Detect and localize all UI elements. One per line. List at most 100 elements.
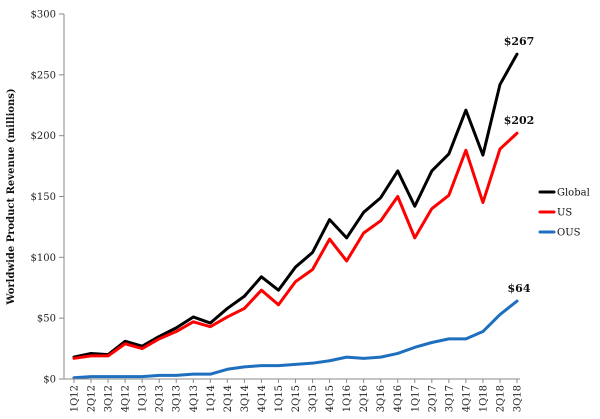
x-tick-label: 2Q12 <box>87 385 98 412</box>
data-point-ous <box>158 374 160 377</box>
y-tick-label: $250 <box>31 70 56 81</box>
data-point-us <box>175 330 178 333</box>
data-point-global <box>141 345 143 347</box>
x-tick-label: 4Q12 <box>121 385 132 412</box>
legend: Global US OUS <box>538 188 590 239</box>
data-point-us <box>141 347 143 350</box>
data-point-global <box>362 211 365 214</box>
data-point-ous <box>107 375 109 378</box>
data-point-ous <box>311 362 314 364</box>
y-tick-label: $50 <box>37 314 56 325</box>
data-point-us <box>516 132 518 135</box>
data-point-global <box>465 109 467 111</box>
series-line-ous <box>72 299 519 380</box>
data-point-us <box>499 148 501 150</box>
data-point-us <box>294 280 297 283</box>
data-point-global <box>379 196 382 199</box>
data-point-global <box>209 322 212 324</box>
data-point-us <box>448 194 450 197</box>
series-line-us <box>72 131 519 360</box>
x-tick-label: 4Q14 <box>257 385 268 412</box>
data-point-us <box>90 355 92 357</box>
data-point-ous <box>379 356 382 358</box>
x-tick-label: 4Q13 <box>189 385 200 412</box>
data-point-ous <box>243 366 246 368</box>
data-point-global <box>431 170 433 172</box>
series-line-global <box>72 52 519 359</box>
data-point-global <box>413 205 416 208</box>
data-point-ous <box>209 373 212 375</box>
data-point-ous <box>141 375 143 378</box>
x-tick-label: 3Q14 <box>240 385 251 412</box>
x-tick-label: 4Q15 <box>325 385 336 412</box>
x-tick-label: 1Q16 <box>342 385 353 412</box>
x-tick-label: 3Q17 <box>444 385 455 412</box>
data-point-ous <box>345 356 348 358</box>
x-tick-label: 1Q15 <box>274 385 285 412</box>
x-tick-label: 2Q15 <box>291 385 302 412</box>
data-point-us <box>465 149 467 152</box>
data-point-us <box>362 232 365 234</box>
data-point-ous <box>482 330 484 333</box>
data-point-global <box>516 53 518 55</box>
end-value-label-ous: $64 <box>508 282 531 295</box>
data-point-us <box>73 357 75 360</box>
data-point-global <box>124 340 126 343</box>
data-point-us <box>260 289 263 291</box>
data-point-global <box>158 335 160 338</box>
x-tick-label: 3Q13 <box>172 385 183 412</box>
x-tick-label: 2Q17 <box>427 385 438 412</box>
y-tick-label: $150 <box>31 192 56 203</box>
data-point-global <box>243 295 246 298</box>
data-point-global <box>294 266 297 268</box>
legend-label-global: Global <box>557 188 590 199</box>
data-point-ous <box>192 373 195 375</box>
y-tick-label: $300 <box>31 10 56 21</box>
y-tick-label: $100 <box>31 253 56 264</box>
x-tick-label: 3Q18 <box>513 385 524 412</box>
data-point-global <box>482 154 484 156</box>
plot-area: $267 $202 $64 <box>72 35 535 380</box>
data-point-global <box>175 327 178 329</box>
data-point-ous <box>448 338 450 340</box>
data-point-global <box>396 170 399 172</box>
data-point-ous <box>516 300 518 302</box>
data-point-ous <box>413 346 416 349</box>
data-point-us <box>328 238 331 240</box>
data-point-ous <box>73 376 75 379</box>
data-point-global <box>192 316 195 318</box>
data-point-ous <box>260 364 263 367</box>
data-point-ous <box>294 363 297 366</box>
data-point-ous <box>124 375 126 378</box>
data-point-us <box>413 237 416 239</box>
data-point-ous <box>499 313 501 316</box>
x-tick-label: 2Q14 <box>223 385 234 412</box>
data-point-ous <box>431 341 433 344</box>
data-point-global <box>226 307 229 310</box>
end-value-label-global: $267 <box>504 35 535 48</box>
data-point-us <box>482 201 484 204</box>
data-point-ous <box>328 359 331 362</box>
data-point-us <box>379 220 382 222</box>
x-tick-label: 1Q13 <box>138 385 149 412</box>
data-point-ous <box>465 338 467 340</box>
x-tick-label: 1Q18 <box>478 385 489 412</box>
y-tick-label: $0 <box>43 375 56 386</box>
data-point-us <box>345 260 348 262</box>
x-tick-label: 3Q15 <box>308 385 319 412</box>
data-point-global <box>345 237 348 239</box>
y-axis-title: Worldwide Product Revenue (millions) <box>6 88 17 305</box>
data-point-us <box>311 268 314 271</box>
data-point-global <box>311 251 314 254</box>
x-tick-label: 2Q13 <box>155 385 166 412</box>
x-tick-label: 2Q16 <box>359 385 370 412</box>
data-point-us <box>192 321 195 323</box>
data-point-us <box>277 303 280 306</box>
end-value-label-us: $202 <box>504 114 535 127</box>
data-point-us <box>396 195 399 198</box>
data-point-global <box>448 153 450 155</box>
data-point-global <box>499 83 501 86</box>
data-point-ous <box>277 364 280 367</box>
